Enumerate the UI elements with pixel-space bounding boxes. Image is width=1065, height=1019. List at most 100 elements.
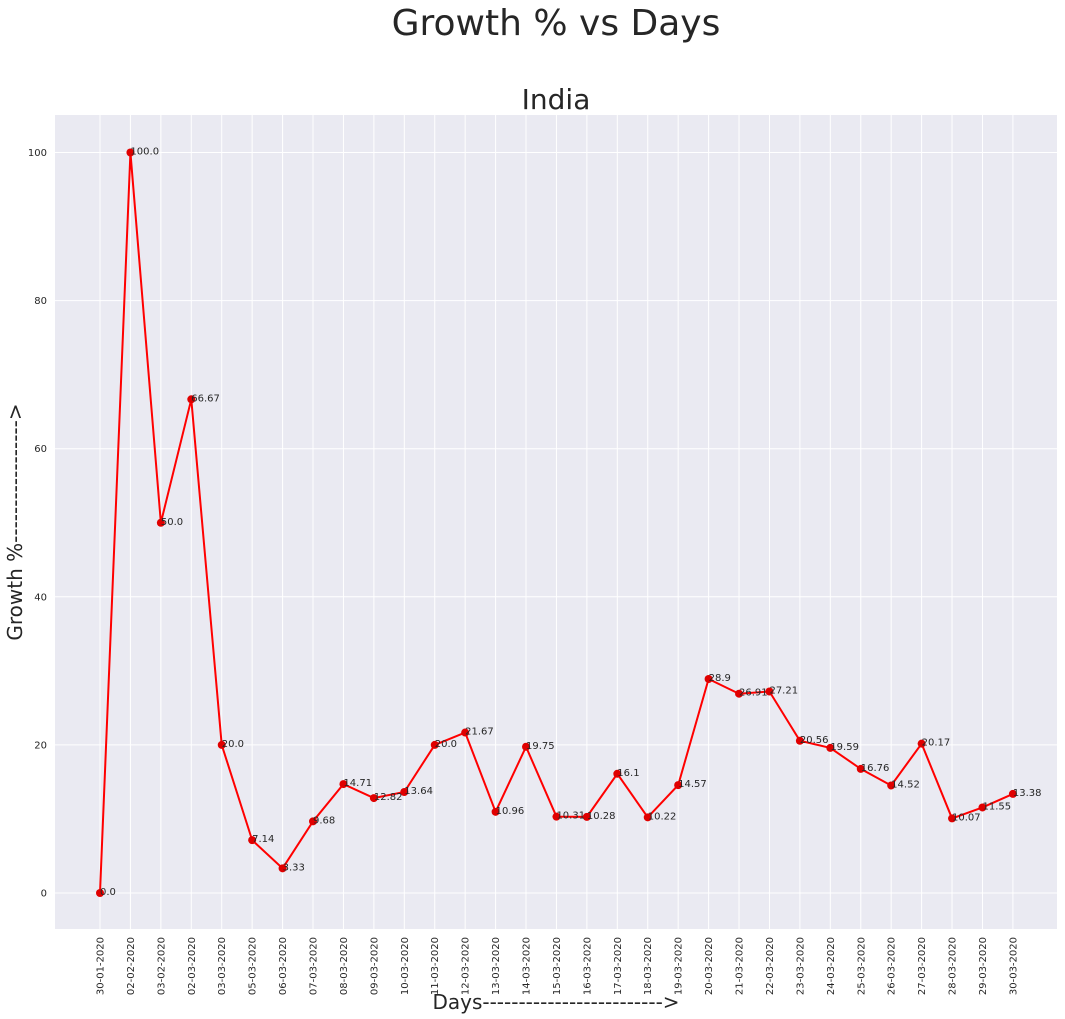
x-tick-label: 11-03-2020	[430, 937, 441, 995]
x-tick-label: 25-03-2020	[856, 937, 867, 995]
data-label: 20.17	[922, 738, 951, 749]
data-point	[1008, 789, 1017, 798]
data-label: 14.57	[678, 779, 707, 790]
data-label: 50.0	[161, 517, 183, 528]
data-label: 0.0	[100, 887, 116, 898]
data-label: 10.07	[952, 812, 981, 823]
data-label: 26.91	[739, 688, 768, 699]
y-tick-label: 80	[34, 296, 47, 307]
x-tick-label: 20-03-2020	[704, 937, 715, 995]
data-label: 13.64	[404, 786, 433, 797]
data-point	[339, 780, 348, 789]
data-label: 10.28	[587, 811, 616, 822]
data-point	[217, 740, 226, 749]
data-label: 7.14	[252, 834, 274, 845]
data-point	[948, 814, 957, 823]
data-label: 10.22	[648, 811, 677, 822]
x-axis-label: Days------------------------->	[432, 990, 679, 1014]
data-point	[765, 687, 774, 696]
data-point	[643, 813, 652, 822]
data-point	[613, 769, 622, 778]
x-tick-label: 28-03-2020	[948, 937, 959, 995]
data-point	[735, 689, 744, 698]
data-label: 10.31	[556, 811, 585, 822]
data-point	[156, 518, 165, 527]
data-point	[400, 787, 409, 796]
x-tick-label: 02-03-2020	[187, 937, 198, 995]
data-label: 14.52	[891, 779, 920, 790]
data-point	[856, 764, 865, 773]
x-tick-label: 23-03-2020	[795, 937, 806, 995]
data-point	[704, 674, 713, 683]
figure-title: Growth % vs Days	[392, 3, 721, 44]
grid	[55, 115, 1057, 929]
data-point	[552, 812, 561, 821]
data-label: 16.76	[861, 763, 890, 774]
x-tick-label: 24-03-2020	[826, 937, 837, 995]
x-tick-label: 18-03-2020	[643, 937, 654, 995]
data-label: 20.0	[222, 739, 244, 750]
data-label: 10.96	[496, 806, 525, 817]
y-tick-label: 0	[41, 889, 47, 900]
data-point	[126, 148, 135, 157]
y-tick-label: 60	[34, 444, 47, 455]
x-tick-label: 03-03-2020	[217, 937, 228, 995]
x-tick-label: 07-03-2020	[309, 937, 320, 995]
x-tick-label: 19-03-2020	[674, 937, 685, 995]
data-label: 13.38	[1013, 788, 1042, 799]
data-label: 3.33	[283, 862, 305, 873]
x-tick-label: 02-02-2020	[126, 937, 137, 995]
x-tick-label: 14-03-2020	[522, 937, 533, 995]
x-tick-label: 29-03-2020	[978, 937, 989, 995]
data-point	[674, 781, 683, 790]
data-labels: 0.0 100.0 50.0 66.67 20.0 7.14 3.33 9.68 14.7112…	[100, 147, 1042, 899]
x-tick-labels: 30-01-2020 02-02-2020 03-02-2020 02-03-2020…	[96, 937, 1020, 995]
data-label: 21.67	[465, 727, 494, 738]
data-label: 66.67	[191, 393, 220, 404]
x-tick-label: 22-03-2020	[765, 937, 776, 995]
x-tick-label: 10-03-2020	[400, 937, 411, 995]
data-point	[826, 743, 835, 752]
data-point	[369, 794, 378, 803]
data-point	[887, 781, 896, 790]
data-point	[187, 395, 196, 404]
data-label: 19.59	[830, 742, 859, 753]
data-label: 16.1	[617, 768, 639, 779]
data-label: 20.56	[800, 735, 829, 746]
data-point	[309, 817, 318, 826]
x-tick-label: 27-03-2020	[917, 937, 928, 995]
data-point	[978, 803, 987, 812]
data-label: 12.82	[374, 792, 403, 803]
y-axis-label: Growth %----------------->	[3, 403, 27, 640]
x-tick-label: 06-03-2020	[278, 937, 289, 995]
data-label: 28.9	[709, 673, 731, 684]
data-point	[522, 742, 531, 751]
data-point	[430, 740, 439, 749]
chart-title: India	[522, 83, 591, 116]
data-label: 9.68	[313, 815, 335, 826]
data-point	[491, 807, 500, 816]
x-tick-label: 15-03-2020	[552, 937, 563, 995]
y-tick-label: 20	[34, 740, 47, 751]
data-label: 100.0	[130, 147, 159, 158]
x-tick-label: 17-03-2020	[613, 937, 624, 995]
x-tick-label: 26-03-2020	[887, 937, 898, 995]
x-tick-label: 21-03-2020	[735, 937, 746, 995]
data-label: 11.55	[982, 801, 1011, 812]
x-tick-label: 08-03-2020	[339, 937, 350, 995]
data-point	[96, 889, 104, 897]
data-point	[278, 864, 287, 873]
data-point	[461, 728, 470, 737]
x-tick-label: 05-03-2020	[248, 937, 259, 995]
x-tick-label: 03-02-2020	[156, 937, 167, 995]
x-tick-label: 30-03-2020	[1008, 937, 1019, 995]
data-label: 19.75	[526, 741, 555, 752]
data-point	[248, 836, 257, 845]
x-tick-label: 30-01-2020	[96, 937, 107, 995]
data-points	[96, 148, 1017, 897]
data-point	[582, 812, 591, 821]
x-tick-label: 12-03-2020	[461, 937, 472, 995]
x-tick-label: 16-03-2020	[582, 937, 593, 995]
x-tick-label: 13-03-2020	[491, 937, 502, 995]
